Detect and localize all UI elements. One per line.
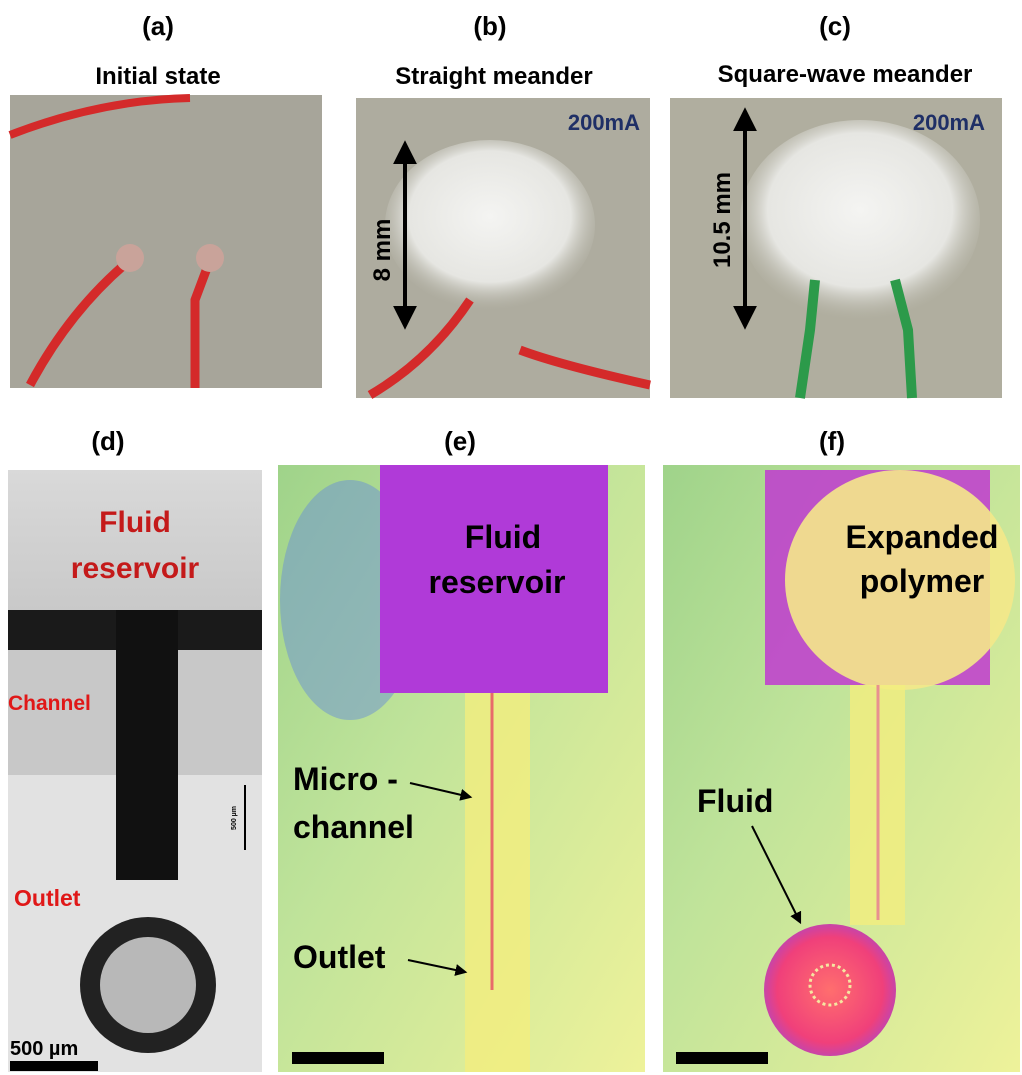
expanded-polymer [385, 140, 595, 310]
outlet [100, 937, 196, 1033]
panel-d: (d) Fluid reservoir Channel Outlet 500 µ… [8, 426, 262, 1072]
pad [196, 244, 224, 272]
current-label: 200mA [913, 110, 985, 135]
panel-label: (a) [142, 11, 174, 41]
channel [116, 610, 178, 880]
panel-label: (b) [473, 11, 506, 41]
scale-label: 500 µm [10, 1038, 78, 1060]
annotation: Fluid [99, 506, 171, 539]
panel-label: (e) [444, 426, 476, 456]
expanded-polymer [740, 120, 980, 320]
channel-glow [465, 693, 530, 1072]
scale-bar [292, 1052, 384, 1064]
annotation: Fluid [465, 519, 541, 555]
annotation: Channel [8, 692, 91, 715]
pad [116, 244, 144, 272]
panel-f: (f) Expanded polymer Fluid [663, 426, 1020, 1072]
dimension-label: 10.5 mm [709, 172, 736, 268]
annotation: reservoir [429, 564, 566, 600]
annotation: Outlet [14, 885, 81, 911]
photo [8, 470, 262, 610]
panel-title: Straight meander [395, 63, 592, 90]
current-label: 200mA [568, 110, 640, 135]
annotation: Expanded [846, 519, 999, 555]
panel-c: (c) Square-wave meander 200mA 10.5 mm [670, 11, 1002, 398]
panel-label: (c) [819, 11, 851, 41]
annotation: Micro - [293, 761, 398, 797]
annotation: Outlet [293, 939, 386, 975]
scale-bar [676, 1052, 768, 1064]
annotation: Fluid [697, 783, 773, 819]
inset-scale-label: 500 µm [231, 806, 238, 830]
figure: (a) Initial state (b) Straight meander 2… [0, 0, 1022, 1075]
panel-a: (a) Initial state [10, 11, 322, 388]
panel-e: (e) Fluid reservoir Micro - channel Outl… [278, 426, 645, 1072]
annotation: polymer [860, 563, 984, 599]
panel-title: Initial state [95, 63, 220, 90]
annotation: channel [293, 809, 414, 845]
scale-bar [10, 1061, 98, 1071]
panel-b: (b) Straight meander 200mA 8 mm [356, 11, 650, 398]
annotation: reservoir [71, 552, 200, 585]
panel-title: Square-wave meander [718, 61, 973, 88]
dimension-label: 8 mm [369, 219, 396, 282]
fluid-drop [764, 924, 896, 1056]
panel-label: (d) [91, 426, 124, 456]
panel-label: (f) [819, 426, 845, 456]
